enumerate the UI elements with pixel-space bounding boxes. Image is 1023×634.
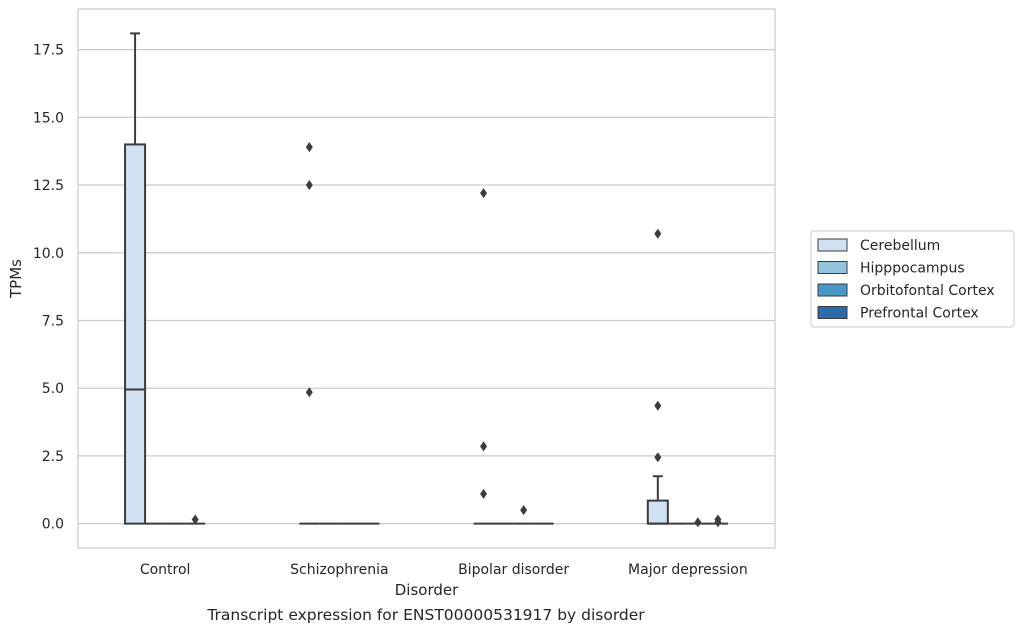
legend: Cerebellum Hipppocampus Orbitofontal Corte… [810,230,1015,328]
legend-swatch [817,283,848,297]
x-tick-labels: Control Schizophrenia Bipolar disorder Majo… [140,562,748,578]
outlier-point [480,441,488,452]
y-tick-label: 15.0 [33,110,64,126]
outlier-point [480,188,488,199]
outliers [191,142,722,528]
outlier-point [714,517,722,528]
legend-label: Cerebellum [860,238,940,254]
y-axis-title: TPMs [7,259,25,299]
x-tick-label: Control [140,562,191,578]
outlier-point [654,228,662,239]
outlier-point [520,505,528,516]
legend-frame [810,230,1015,328]
legend-swatch [817,238,848,252]
x-tick-label: Major depression [628,562,748,578]
legend-label: Orbitofontal Cortex [860,283,995,299]
grid-lines [78,49,775,525]
y-tick-label: 12.5 [33,178,64,194]
x-tick-label: Schizophrenia [290,562,388,578]
x-axis-title: Disorder [395,581,459,599]
outlier-point [694,517,702,528]
chart-title: Transcript expression for ENST0000053191… [207,606,645,624]
box-body [646,499,669,525]
plot-frame [77,8,776,549]
legend-swatch [817,261,848,274]
outlier-point [305,142,313,153]
y-tick-labels: 0.0 2.5 5.0 7.5 10.0 12.5 15.0 17.5 [33,43,64,533]
x-tick-label: Bipolar disorder [458,562,569,578]
outlier-point [191,514,199,525]
box-cerebellum [124,32,147,525]
box-body [124,143,147,525]
y-tick-label: 10.0 [33,246,64,262]
legend-label: Prefrontal Cortex [860,306,979,322]
outlier-point [305,180,313,191]
y-tick-label: 2.5 [42,449,64,465]
box-cerebellum [646,475,669,525]
outlier-point [305,387,313,398]
y-tick-label: 17.5 [33,43,64,59]
legend-swatch [817,306,848,319]
boxes [124,32,728,525]
y-tick-label: 7.5 [42,313,64,329]
y-tick-label: 0.0 [42,517,64,533]
y-tick-label: 5.0 [42,381,64,397]
legend-label: Hipppocampus [860,261,965,277]
outlier-point [480,488,488,499]
outlier-point [654,452,662,463]
outlier-point [654,400,662,411]
